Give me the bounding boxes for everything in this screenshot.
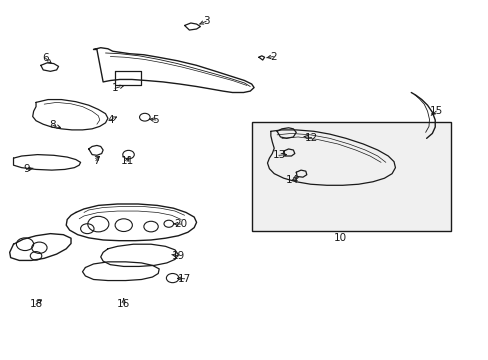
Text: 1: 1 <box>112 83 118 93</box>
Text: 19: 19 <box>171 251 184 261</box>
Text: 18: 18 <box>29 299 42 309</box>
Text: 15: 15 <box>428 106 442 116</box>
Text: 11: 11 <box>120 156 133 166</box>
Text: 3: 3 <box>203 16 209 26</box>
Text: 20: 20 <box>174 219 187 229</box>
Text: 17: 17 <box>178 274 191 284</box>
Text: 10: 10 <box>333 233 346 243</box>
Text: 12: 12 <box>305 133 318 143</box>
Text: 14: 14 <box>285 175 299 185</box>
Text: 13: 13 <box>272 150 285 160</box>
Bar <box>251 122 449 231</box>
Text: 2: 2 <box>269 51 276 62</box>
Text: 8: 8 <box>49 120 56 130</box>
Text: 4: 4 <box>107 115 113 125</box>
Text: 16: 16 <box>117 299 130 309</box>
Text: 6: 6 <box>42 53 49 63</box>
Text: 7: 7 <box>92 156 99 166</box>
Text: 9: 9 <box>23 165 30 174</box>
Text: 5: 5 <box>152 115 159 125</box>
